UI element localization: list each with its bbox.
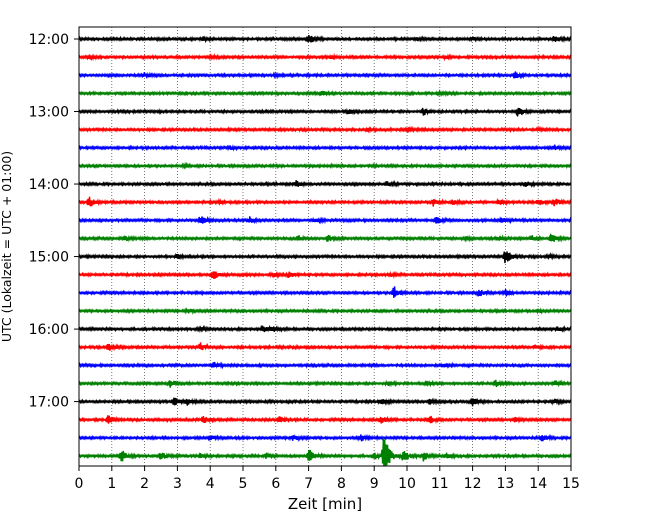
y-tick-label: 13:00 <box>29 105 69 121</box>
trace-17:00 <box>79 397 571 407</box>
trace-16:45 <box>79 379 571 388</box>
y-tick-label: 16:00 <box>29 322 69 338</box>
traces <box>79 35 571 466</box>
trace-17:15 <box>79 415 571 425</box>
plot-frame <box>78 26 572 467</box>
trace-15:00 <box>79 251 571 264</box>
trace-13:00 <box>79 107 571 117</box>
x-tick-label: 13 <box>496 476 514 492</box>
trace-14:30 <box>79 215 571 225</box>
trace-17:30 <box>79 433 571 443</box>
y-tick-label: 14:00 <box>29 177 69 193</box>
y-tick-label: 17:00 <box>29 395 69 411</box>
x-axis-label: Zeit [min] <box>288 495 362 513</box>
trace-12:45 <box>79 88 571 98</box>
x-tick-label: 3 <box>173 476 182 492</box>
trace-12:15 <box>79 52 571 62</box>
trace-12:30 <box>79 71 571 80</box>
y-axis-label: UTC (Lokalzeit = UTC + 01:00) <box>0 151 14 342</box>
y-tick-label: 15:00 <box>29 250 69 266</box>
x-tick-label: 7 <box>304 476 313 492</box>
trace-13:30 <box>79 144 571 152</box>
trace-15:15 <box>79 270 571 280</box>
trace-14:15 <box>79 196 571 207</box>
y-tick-label: 12:00 <box>29 32 69 48</box>
x-tick-label: 6 <box>271 476 280 492</box>
x-tick-label: 4 <box>206 476 215 492</box>
trace-13:15 <box>79 125 571 134</box>
x-tick-label: 12 <box>464 476 482 492</box>
x-tick-label: 8 <box>337 476 346 492</box>
trace-14:45 <box>79 233 571 243</box>
x-tick-label: 11 <box>431 476 449 492</box>
trace-15:30 <box>79 286 571 298</box>
x-tick-label: 2 <box>140 476 149 492</box>
x-tick-label: 1 <box>107 476 116 492</box>
x-tick-label: 5 <box>239 476 248 492</box>
trace-16:30 <box>79 361 571 370</box>
trace-16:15 <box>79 342 571 352</box>
trace-14:00 <box>79 179 571 189</box>
x-tick-label: 9 <box>370 476 379 492</box>
x-tick-label: 14 <box>529 476 547 492</box>
trace-15:45 <box>79 306 571 315</box>
trace-16:00 <box>79 324 571 334</box>
trace-17:45 <box>79 438 571 466</box>
x-tick-label: 10 <box>398 476 416 492</box>
trace-13:45 <box>79 161 571 170</box>
trace-12:00 <box>79 35 571 44</box>
x-tick-label: 0 <box>75 476 84 492</box>
x-tick-label: 15 <box>562 476 580 492</box>
